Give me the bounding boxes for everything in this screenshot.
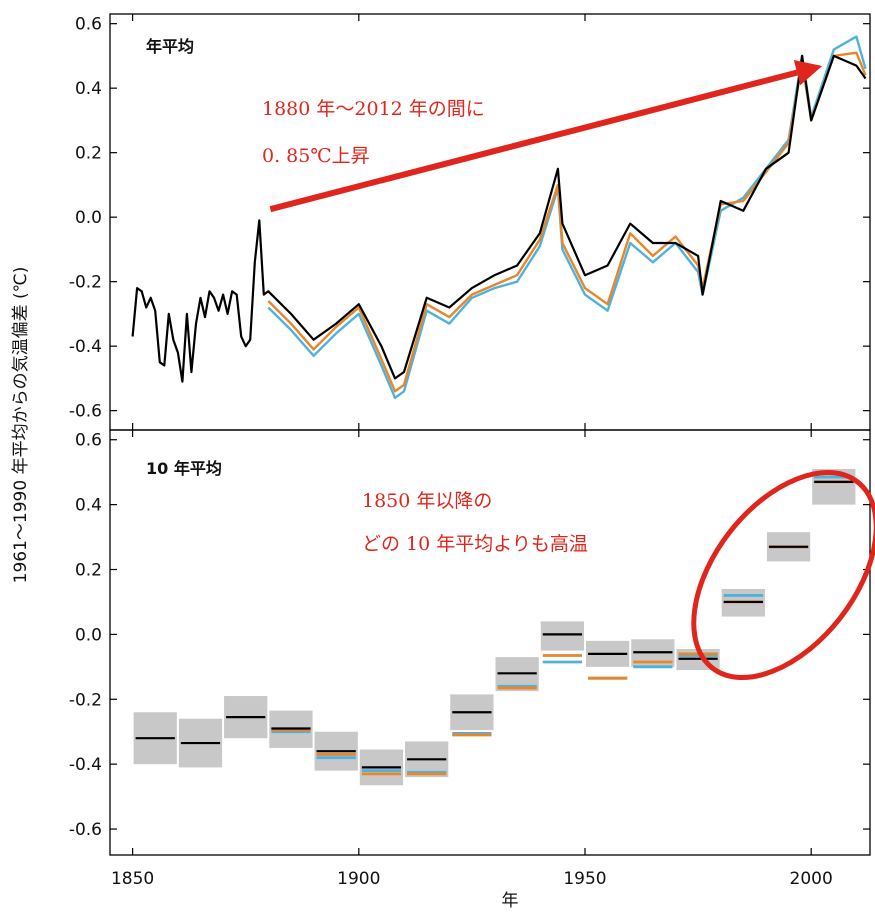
top-ytick-label: 0.0 <box>75 208 102 228</box>
annual-series-orange <box>267 51 867 393</box>
annual-series-blue <box>267 35 867 399</box>
top-ytick-label: -0.4 <box>69 337 102 357</box>
annotation-decade-line2: どの 10 年平均よりも高温 <box>362 533 588 555</box>
decade-mean-bars <box>135 475 854 776</box>
xtick-label: 2000 <box>790 869 833 889</box>
annotation-decade-line1: 1850 年以降の <box>362 490 492 512</box>
x-axis-title: 年 <box>502 891 519 911</box>
y-axis-title: 1961～1990 年平均からの気温偏差 (℃) <box>11 267 31 584</box>
bottom-ytick-label: -0.4 <box>69 755 102 775</box>
annotation-trend-line1: 1880 年～2012 年の間に <box>262 98 485 120</box>
top-panel-frame <box>109 13 871 431</box>
xtick-label: 1850 <box>111 869 154 889</box>
xtick-label: 1950 <box>563 869 606 889</box>
annotation-trend-line2: 0. 85℃上昇 <box>262 145 370 167</box>
top-ytick-label: 0.4 <box>75 79 102 99</box>
bottom-ytick-label: 0.0 <box>75 625 102 645</box>
trend-arrow-head <box>793 60 823 86</box>
top-ytick-label: 0.6 <box>75 15 102 35</box>
annotation-shapes <box>269 60 875 680</box>
annual-series-group <box>131 35 867 399</box>
top-ytick-label: -0.2 <box>69 273 102 293</box>
recent-decades-highlight-ellipse <box>691 470 875 680</box>
bottom-panel-frame <box>109 429 871 856</box>
annual-series-black <box>131 54 867 383</box>
panel-label-annual: 年平均 <box>146 37 194 56</box>
panel-label-decadal: 10 年平均 <box>146 459 222 478</box>
bottom-ytick-label: 0.2 <box>75 561 102 581</box>
top-ytick-label: -0.6 <box>69 402 102 422</box>
decade-band-1940 <box>540 621 584 651</box>
trend-arrow-shaft <box>269 69 798 213</box>
axes-group: -0.6 -0.4 -0.2 0.0 0.2 0.4 0.6 -0.6 -0.4 -0.2 0.0 0… <box>69 13 871 889</box>
bottom-ytick-label: 0.6 <box>75 431 102 451</box>
top-ytick-label: 0.2 <box>75 144 102 164</box>
xtick-label: 1900 <box>337 869 380 889</box>
decade-uncertainty-bands <box>133 468 856 786</box>
bottom-ytick-label: -0.6 <box>69 820 102 840</box>
bottom-ytick-label: 0.4 <box>75 496 102 516</box>
bottom-ytick-label: -0.2 <box>69 690 102 710</box>
